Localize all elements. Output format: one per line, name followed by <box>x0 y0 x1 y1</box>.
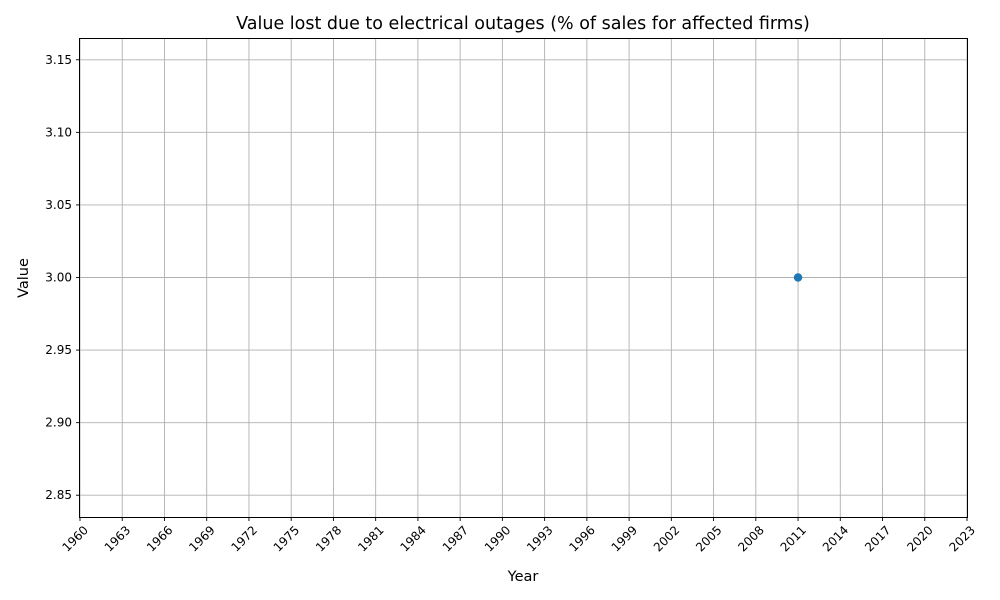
y-tick-label: 3.00 <box>45 271 72 285</box>
x-tick-label: 2011 <box>778 523 809 554</box>
x-tick-label: 2008 <box>735 523 766 554</box>
x-tick-label: 1969 <box>186 523 217 554</box>
x-tick-label: 2014 <box>820 523 851 554</box>
x-tick-label: 1972 <box>228 523 259 554</box>
x-tick-label: 2005 <box>693 523 724 554</box>
x-tick-label: 1993 <box>524 523 555 554</box>
x-tick-label: 1981 <box>355 523 386 554</box>
x-tick-label: 1966 <box>144 523 175 554</box>
x-tick-label: 1984 <box>397 523 428 554</box>
y-tick-label: 2.85 <box>45 488 72 502</box>
x-tick-label: 1990 <box>482 523 513 554</box>
x-tick-label: 1996 <box>566 523 597 554</box>
x-tick-label: 1975 <box>271 523 302 554</box>
x-tick-label: 1999 <box>609 523 640 554</box>
x-tick-label: 2017 <box>862 523 893 554</box>
x-tick-label: 2023 <box>947 523 978 554</box>
x-tick-label: 1963 <box>102 523 133 554</box>
y-tick-label: 2.90 <box>45 416 72 430</box>
x-tick-label: 2020 <box>904 523 935 554</box>
x-tick-label: 1987 <box>440 523 471 554</box>
x-axis-label: Year <box>507 569 539 585</box>
y-tick-label: 3.05 <box>45 198 72 212</box>
plot-frame <box>79 38 968 518</box>
series-layer <box>793 273 803 282</box>
y-axis-label: Value <box>16 258 32 298</box>
chart-title: Value lost due to electrical outages (% … <box>236 14 810 34</box>
y-tick-label: 2.95 <box>45 343 72 357</box>
tick-layer: 1960 1963 1966 1969 1972 1975 1978 1981 1984 1987… <box>45 53 978 555</box>
x-tick-label: 1978 <box>313 523 344 554</box>
x-tick-label: 2002 <box>651 523 682 554</box>
data-point <box>793 273 803 282</box>
x-tick-label: 1960 <box>60 523 91 554</box>
grid-layer <box>79 38 968 517</box>
y-tick-label: 3.15 <box>45 53 72 67</box>
y-tick-label: 3.10 <box>45 125 72 139</box>
